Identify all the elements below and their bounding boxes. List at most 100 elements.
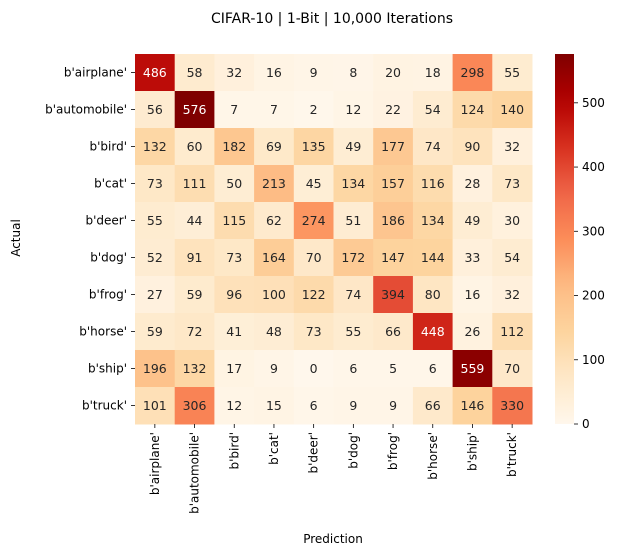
heatmap-cell <box>492 350 533 388</box>
heatmap-cell <box>492 165 533 203</box>
colorbar-gradient <box>555 54 574 424</box>
cell-value-label: 144 <box>421 250 445 265</box>
heatmap-cell <box>412 202 454 240</box>
cell-value-label: 135 <box>302 139 326 154</box>
heatmap-cell <box>214 350 255 388</box>
cell-value-label: 5 <box>389 361 397 376</box>
cell-value-label: 124 <box>461 102 485 117</box>
cell-value-label: 9 <box>310 65 318 80</box>
cell-value-label: 41 <box>226 324 242 339</box>
heatmap-cell <box>452 165 493 203</box>
cell-value-label: 122 <box>302 287 326 302</box>
y-tick-label: b'deer' <box>85 214 127 228</box>
colorbar: 0 100 200 300 400 500 <box>555 54 605 431</box>
heatmap-cell <box>174 54 215 92</box>
cell-value-label: 9 <box>270 361 278 376</box>
cell-value-label: 32 <box>504 139 520 154</box>
cell-value-label: 16 <box>464 287 480 302</box>
x-tick-label: b'frog' <box>386 432 400 470</box>
heatmap-cell <box>492 387 533 425</box>
cell-value-label: 16 <box>266 65 282 80</box>
y-tick-labels: b'airplane' b'automobile' b'bird' b'cat' b'd… <box>45 66 135 413</box>
cell-value-label: 66 <box>425 398 441 413</box>
y-tick-label: b'airplane' <box>64 66 127 80</box>
heatmap-cell <box>452 202 493 240</box>
heatmap-cell <box>135 239 176 277</box>
x-tick-label: b'ship' <box>465 432 479 471</box>
cell-value-label: 157 <box>381 176 405 191</box>
cell-value-label: 0 <box>310 361 318 376</box>
heatmap-cell <box>412 276 454 314</box>
cell-value-label: 20 <box>385 65 401 80</box>
heatmap-cell <box>135 350 176 388</box>
heatmap-cell <box>174 128 215 166</box>
heatmap-cell <box>452 128 493 166</box>
x-axis-label: Prediction <box>303 532 363 546</box>
x-tick-label: b'horse' <box>426 432 440 480</box>
heatmap-cell <box>293 276 334 314</box>
heatmap-cell <box>373 387 414 425</box>
x-tick-label: b'airplane' <box>148 432 162 495</box>
cell-value-label: 448 <box>421 324 445 339</box>
cell-value-label: 72 <box>187 324 203 339</box>
cell-value-label: 186 <box>381 213 405 228</box>
heatmap-cell <box>412 313 454 351</box>
cell-value-label: 49 <box>464 213 480 228</box>
cell-value-label: 177 <box>381 139 405 154</box>
heatmap-cell <box>452 54 493 92</box>
chart-title: CIFAR-10 | 1-Bit | 10,000 Iterations <box>211 11 453 27</box>
heatmap-cell <box>293 54 334 92</box>
colorbar-tick-label: 400 <box>582 160 605 174</box>
heatmap-cell <box>412 54 454 92</box>
cell-value-label: 59 <box>187 287 203 302</box>
cell-value-label: 49 <box>345 139 361 154</box>
colorbar-tick-label: 200 <box>582 289 605 303</box>
cell-value-label: 73 <box>147 176 163 191</box>
colorbar-tick-label: 300 <box>582 224 605 238</box>
heatmap-cell <box>373 202 414 240</box>
cell-value-label: 55 <box>147 213 163 228</box>
cell-value-label: 70 <box>306 250 322 265</box>
cell-value-label: 48 <box>266 324 282 339</box>
heatmap-cell <box>412 165 454 203</box>
cell-value-label: 116 <box>421 176 445 191</box>
heatmap-cell <box>333 239 374 277</box>
heatmap-cell <box>373 350 414 388</box>
heatmap-cell <box>135 387 176 425</box>
cell-value-label: 394 <box>381 287 405 302</box>
heatmap-cell <box>135 202 176 240</box>
cell-value-label: 33 <box>464 250 480 265</box>
cell-value-label: 70 <box>504 361 520 376</box>
cell-value-label: 115 <box>222 213 246 228</box>
heatmap-cell <box>412 350 454 388</box>
cell-value-label: 12 <box>226 398 242 413</box>
heatmap-cell <box>333 128 374 166</box>
heatmap-cell <box>214 202 255 240</box>
colorbar-tick-label: 0 <box>582 417 590 431</box>
heatmap-cell <box>214 165 255 203</box>
cell-value-label: 73 <box>504 176 520 191</box>
heatmap-cell <box>293 165 334 203</box>
cell-value-label: 100 <box>262 287 286 302</box>
heatmap-cell <box>333 54 374 92</box>
heatmap-cell <box>492 91 533 129</box>
heatmap-cell <box>174 202 215 240</box>
heatmap-cell <box>214 387 255 425</box>
cell-value-label: 274 <box>302 213 326 228</box>
cell-value-label: 306 <box>183 398 207 413</box>
cell-value-label: 7 <box>270 102 278 117</box>
y-tick-label: b'dog' <box>90 251 127 265</box>
cell-value-label: 45 <box>306 176 322 191</box>
x-tick-label: b'cat' <box>267 432 281 465</box>
cell-value-label: 298 <box>461 65 485 80</box>
cell-value-label: 9 <box>349 398 357 413</box>
colorbar-tick-label: 500 <box>582 96 605 110</box>
x-tick-labels: b'airplane' b'automobile' b'bird' b'cat' b'd… <box>148 424 519 514</box>
x-tick-label: b'dog' <box>346 432 360 469</box>
heatmap-cell <box>174 387 215 425</box>
cell-value-label: 213 <box>262 176 286 191</box>
heatmap-cell <box>333 387 374 425</box>
